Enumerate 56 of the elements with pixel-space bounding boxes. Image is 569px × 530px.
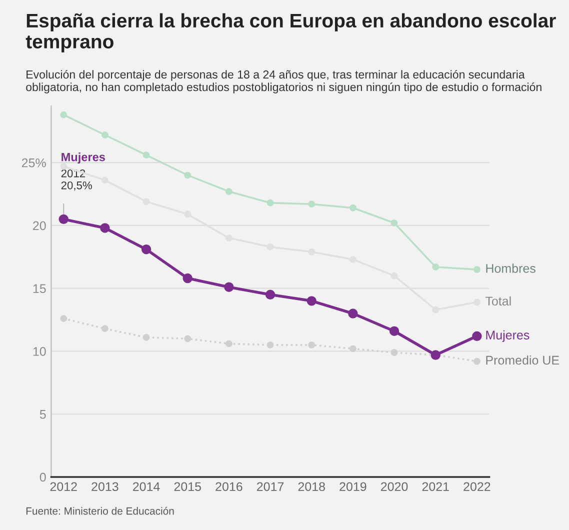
point bbox=[224, 282, 234, 292]
series-label: Total bbox=[485, 296, 511, 306]
x-tick-label: 2014 bbox=[133, 482, 160, 492]
point bbox=[390, 349, 398, 356]
point bbox=[101, 131, 108, 138]
point bbox=[349, 345, 356, 352]
point bbox=[142, 152, 150, 159]
point bbox=[265, 290, 276, 300]
y-tick-label: 10 bbox=[33, 347, 46, 356]
point bbox=[225, 188, 232, 195]
point bbox=[266, 341, 274, 348]
point bbox=[60, 111, 68, 118]
series-label: Promedio UE bbox=[486, 355, 560, 365]
point bbox=[101, 325, 108, 332]
chart-title: España cierra la brecha con Europa en abandono escolar temprano bbox=[26, 13, 556, 52]
series-label: Mujeres bbox=[486, 330, 530, 342]
y-tick-label: 25% bbox=[22, 158, 46, 168]
point bbox=[349, 204, 356, 212]
point bbox=[266, 199, 274, 206]
x-tick-label: 2013 bbox=[92, 482, 118, 492]
point bbox=[184, 172, 192, 179]
x-tick-label: 2016 bbox=[216, 482, 242, 492]
y-tick-label: 20 bbox=[33, 221, 46, 230]
y-tick-label: 5 bbox=[40, 410, 46, 419]
x-tick-label: 2022 bbox=[464, 482, 490, 492]
point bbox=[306, 296, 316, 306]
point bbox=[432, 264, 440, 270]
point bbox=[389, 326, 400, 336]
point bbox=[141, 244, 152, 254]
point bbox=[60, 315, 68, 322]
series-label: Hombres bbox=[486, 264, 536, 273]
point bbox=[348, 308, 358, 318]
x-tick-label: 2015 bbox=[174, 482, 201, 492]
x-tick-label: 2020 bbox=[381, 482, 408, 492]
chart-subtitle: Evolución del porcentaje de personas de 18 a 24 años que, tras terminar la educación secundaria obligatoria, no han completado estudios postobligatorios ni siguen ningún tipo de estudio o formación bbox=[26, 70, 542, 94]
point bbox=[100, 223, 110, 233]
x-tick-label: 2019 bbox=[340, 482, 366, 492]
point bbox=[308, 200, 316, 208]
y-tick-label: 0 bbox=[40, 472, 46, 482]
point bbox=[473, 358, 480, 365]
point bbox=[473, 266, 480, 273]
x-tick-label: 2018 bbox=[298, 482, 325, 492]
y-tick-label: 15 bbox=[33, 284, 46, 294]
point bbox=[58, 214, 68, 224]
point bbox=[390, 219, 398, 226]
point bbox=[225, 340, 232, 348]
point bbox=[472, 331, 482, 342]
point bbox=[308, 341, 316, 348]
point bbox=[184, 335, 192, 342]
annotation: Mujeres 2012 20,5% bbox=[61, 152, 105, 191]
x-tick-label: 2017 bbox=[257, 482, 284, 492]
point bbox=[182, 273, 192, 284]
x-tick-label: 2012 bbox=[50, 482, 77, 492]
source-note: Fuente: Ministerio de Educación bbox=[26, 506, 174, 515]
x-tick-label: 2021 bbox=[422, 482, 449, 492]
point bbox=[142, 334, 150, 341]
